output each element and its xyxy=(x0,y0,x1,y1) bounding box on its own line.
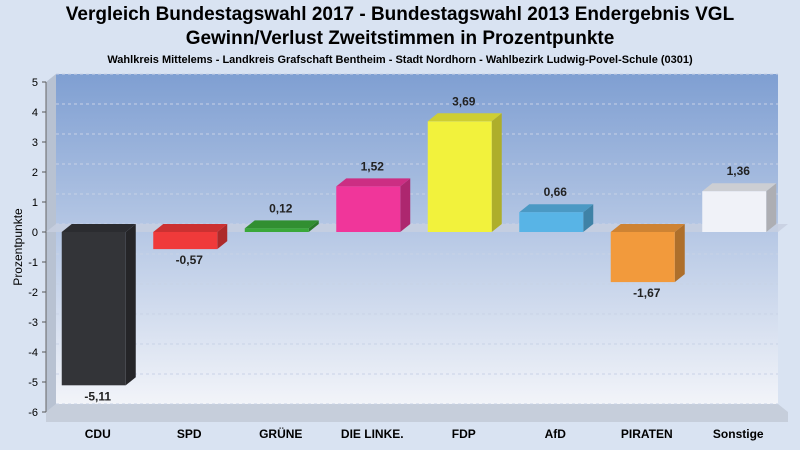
bar-cdu xyxy=(61,224,136,386)
y-axis-title: Prozentpunkte xyxy=(11,208,25,286)
value-label: 0,66 xyxy=(544,185,568,199)
y-tick-label: 5 xyxy=(32,77,38,89)
bar-top xyxy=(702,183,777,192)
x-tick-label: PIRATEN xyxy=(621,427,673,441)
y-tick-label: 3 xyxy=(32,137,38,149)
bar-sonstige xyxy=(702,183,777,232)
x-tick-label: Sonstige xyxy=(713,427,764,441)
bar-side xyxy=(766,183,777,232)
bar-side xyxy=(583,204,594,232)
value-label: 0,12 xyxy=(269,201,293,215)
bar-top xyxy=(244,220,319,229)
bar-dielinke xyxy=(336,178,411,232)
bar-side xyxy=(491,113,502,232)
y-tick-label: -3 xyxy=(28,317,38,329)
x-tick-label: SPD xyxy=(177,427,202,441)
x-tick-label: DIE LINKE. xyxy=(341,427,404,441)
bar-side xyxy=(400,178,411,232)
bar-top xyxy=(519,204,594,213)
bar-face xyxy=(61,232,126,386)
y-tick-label: 2 xyxy=(32,167,38,179)
bar-side xyxy=(125,224,136,386)
chart-subtitle: Wahlkreis Mittelems - Landkreis Grafscha… xyxy=(107,54,693,66)
bar-face xyxy=(427,121,492,232)
chart-title: Vergleich Bundestagswahl 2017 - Bundesta… xyxy=(65,4,735,25)
bar-spd xyxy=(153,224,228,250)
bar-grüne xyxy=(244,220,319,232)
bar-top xyxy=(427,113,502,122)
x-tick-label: AfD xyxy=(545,427,567,441)
chart-title-line-2: Gewinn/Verlust Zweitstimmen in Prozentpu… xyxy=(185,28,615,49)
y-tick-label: -6 xyxy=(28,407,38,419)
bar-fdp xyxy=(427,113,502,232)
bar-face xyxy=(610,232,675,283)
value-label: 3,69 xyxy=(452,94,476,108)
y-tick-label: -2 xyxy=(28,287,38,299)
value-label: -0,57 xyxy=(176,253,204,267)
bar-afd xyxy=(519,204,594,232)
bar-face xyxy=(153,232,218,250)
bar-piraten xyxy=(610,224,685,283)
x-tick-label: GRÜNE xyxy=(259,426,302,441)
value-label: 1,52 xyxy=(361,159,385,173)
y-tick-label: -4 xyxy=(28,347,38,359)
value-label: -1,67 xyxy=(633,286,661,300)
bar-face xyxy=(519,212,584,232)
bar-top xyxy=(153,224,228,232)
bar-side xyxy=(674,224,685,283)
y-tick-label: 4 xyxy=(32,107,38,119)
bar-side xyxy=(308,220,319,232)
bar-top xyxy=(610,224,685,232)
zero-plane xyxy=(46,224,788,232)
bar-top xyxy=(336,178,411,187)
bar-top xyxy=(61,224,136,232)
bar-face xyxy=(702,191,767,232)
y-tick-label: -5 xyxy=(28,377,38,389)
plot-left-wall xyxy=(46,74,56,412)
value-label: 1,36 xyxy=(727,164,751,178)
y-tick-label: 1 xyxy=(32,197,38,209)
y-tick-label: 0 xyxy=(32,227,38,239)
bar-side xyxy=(217,224,228,250)
bar-face xyxy=(336,186,401,232)
x-tick-label: FDP xyxy=(452,427,476,441)
x-tick-label: CDU xyxy=(85,427,111,441)
y-tick-label: -1 xyxy=(28,257,38,269)
bar-face xyxy=(244,228,309,232)
value-label: -5,11 xyxy=(84,389,111,403)
plot-floor xyxy=(46,404,788,422)
